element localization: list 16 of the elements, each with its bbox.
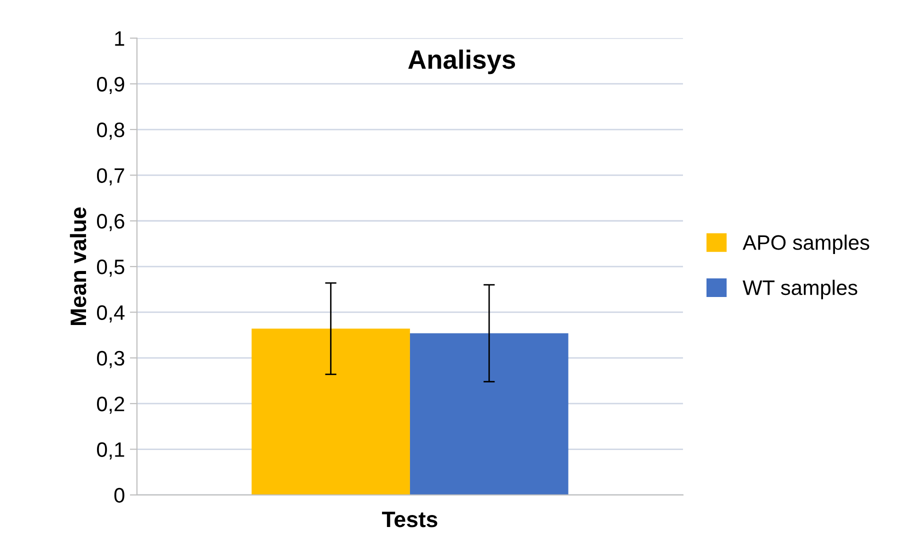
y-tick-label: 0,5 [97,260,124,277]
chart-title: Analisys [408,50,516,74]
y-tick-label: 0,2 [97,396,124,414]
y-tick-label: 0,1 [97,442,124,460]
y-tick-label: 0,6 [97,214,124,232]
y-tick-label: 0,3 [97,350,124,368]
y-tick-label: 0,8 [97,122,124,140]
y-tick-label: 0,9 [97,76,124,94]
legend-label: WT samples [742,280,858,300]
y-tick-label: 0 [114,488,124,503]
legend-label: APO samples [742,234,870,254]
y-tick-label: 0,4 [97,305,125,322]
y-tick-label: 1 [115,31,124,46]
x-axis-title: Tests [382,512,438,528]
y-tick-label: 0,7 [97,168,124,186]
y-axis-title: Mean value [70,207,86,325]
